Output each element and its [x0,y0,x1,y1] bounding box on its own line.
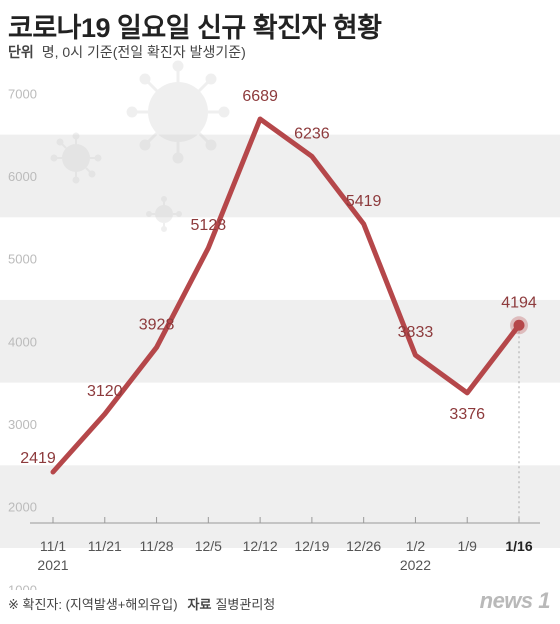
year-label: 2021 [37,557,68,573]
source-name: 질병관리청 [215,597,276,612]
data-label: 3928 [139,316,175,333]
y-tick-label: 7000 [8,86,37,101]
x-tick-label: 12/5 [195,538,222,554]
y-tick-label: 6000 [8,169,37,184]
grid-bands [0,134,560,548]
x-axis: 11/1 11/21 11/28 12/5 12/12 12/19 12/26 1/2 1/9 1… [30,517,540,573]
highlight-point [513,319,525,331]
year-label: 2022 [400,557,431,573]
x-tick-label: 11/1 [40,538,66,554]
data-label: 2419 [20,450,56,467]
series-line [50,116,522,475]
x-tick-label: 1/16 [505,538,532,554]
grid-band [0,134,560,218]
grid-band [0,299,560,383]
footer: ※ 확진자: (지역발생+해외유입) 자료 질병관리청 [8,594,275,613]
y-tick-label: 5000 [8,252,37,267]
x-tick-label: 12/19 [294,538,329,554]
data-label: 3833 [398,324,434,341]
data-label: 6236 [294,125,330,142]
y-tick-label: 3000 [8,417,37,432]
x-tick-label: 12/26 [346,538,381,554]
unit-line: 단위 명, 0시 기준(전일 확진자 발생기준) [8,42,246,62]
virus-decoration [50,60,230,232]
data-label: 4194 [501,294,537,311]
data-label: 3120 [87,383,123,400]
x-tick-label: 1/2 [406,538,426,554]
unit-text: 명, 0시 기준(전일 확진자 발생기준) [41,44,246,60]
data-label: 3376 [449,406,485,423]
series [50,116,528,523]
x-tick-label: 11/21 [88,538,122,554]
unit-label: 단위 [8,44,34,60]
y-axis: 1000 2000 3000 4000 5000 6000 7000 [8,86,37,590]
y-tick-label: 4000 [8,334,37,349]
source-label: 자료 [187,597,212,612]
virus-icon-large [126,60,230,164]
footnote: ※ 확진자: (지역발생+해외유입) [8,597,178,612]
news1-logo: news 1 [479,588,551,613]
grid-band [0,465,560,548]
data-label: 5419 [346,193,382,210]
x-tick-label: 12/12 [243,538,278,554]
data-label: 6689 [242,88,278,105]
data-labels: 2419 3120 3928 5128 6689 6236 5419 3833 3376 4194 [20,88,537,467]
y-tick-label: 2000 [8,500,37,515]
virus-icon-tiny [146,196,182,232]
virus-icon-small [50,132,102,184]
chart-title: 코로나19 일요일 신규 확진자 현황 [8,13,382,43]
x-tick-label: 1/9 [457,538,477,554]
data-label: 5128 [191,217,227,234]
y-tick-label: 1000 [8,582,37,590]
x-tick-label: 11/28 [140,538,174,554]
